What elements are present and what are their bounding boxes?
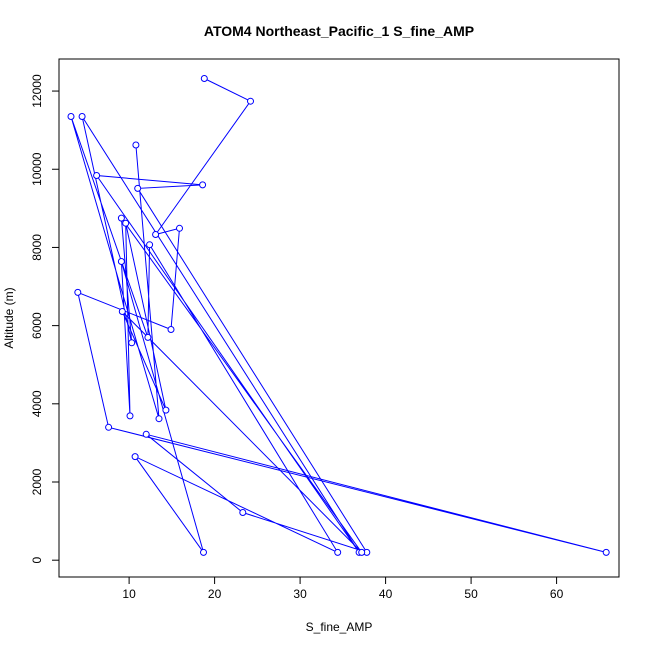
data-point: [176, 224, 183, 232]
data-point: [152, 231, 160, 238]
series-line: [70, 78, 607, 554]
data-point: [105, 423, 113, 431]
y-tick-label: 6000: [30, 312, 44, 339]
data-point: [199, 181, 207, 189]
data-point: [67, 113, 75, 120]
data-point: [128, 339, 136, 347]
data-point: [132, 141, 140, 149]
x-tick-label: 20: [208, 587, 222, 601]
chart-title: ATOM4 Northeast_Pacific_1 S_fine_AMP: [204, 23, 474, 39]
data-point: [239, 509, 247, 516]
data-point: [200, 548, 207, 556]
y-tick-label: 2000: [30, 468, 44, 495]
data-point: [146, 241, 154, 249]
y-tick-label: 8000: [30, 234, 44, 261]
data-point: [74, 288, 82, 296]
data-point: [358, 548, 366, 556]
y-tick-label: 10000: [30, 152, 44, 186]
x-tick-label: 40: [379, 587, 393, 601]
series-group: [67, 75, 610, 556]
data-point: [144, 333, 152, 341]
data-point: [247, 97, 254, 105]
x-tick-label: 30: [293, 587, 307, 601]
data-point: [167, 326, 175, 333]
y-tick-label: 0: [30, 557, 44, 564]
data-point: [118, 308, 126, 315]
data-point: [131, 453, 139, 461]
data-point: [162, 406, 170, 414]
y-axis-label: Altitude (m): [2, 287, 16, 348]
data-point: [122, 219, 130, 227]
x-tick-label: 50: [464, 587, 478, 601]
data-point: [602, 548, 610, 556]
x-tick-label: 60: [550, 587, 564, 601]
data-point: [142, 430, 150, 438]
data-point: [126, 412, 134, 420]
data-point: [334, 548, 342, 556]
data-point: [117, 214, 125, 222]
data-point: [134, 184, 142, 192]
y-tick-label: 12000: [30, 74, 44, 108]
y-tick-label: 4000: [30, 390, 44, 417]
data-point: [155, 415, 163, 423]
data-point: [78, 113, 86, 120]
x-axis: 10 20 30 40 50 60: [122, 576, 564, 601]
y-axis: 0 2000 4000 6000 8000 10000 12000: [30, 74, 60, 564]
data-point: [200, 75, 208, 82]
x-axis-label: S_fine_AMP: [306, 620, 373, 634]
data-point: [117, 258, 125, 265]
data-point: [93, 172, 101, 179]
x-tick-label: 10: [122, 587, 136, 601]
